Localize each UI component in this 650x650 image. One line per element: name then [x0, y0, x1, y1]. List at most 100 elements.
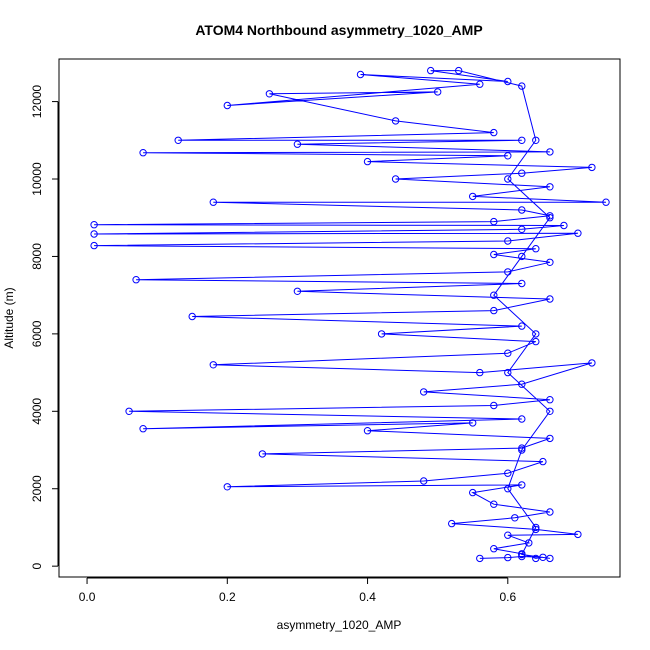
data-point — [546, 214, 554, 222]
data-point — [532, 523, 540, 532]
data-point — [518, 481, 526, 489]
data-point — [518, 252, 526, 261]
data-point — [518, 552, 526, 561]
data-point — [518, 136, 526, 145]
data-point — [469, 488, 477, 497]
data-point — [448, 519, 456, 528]
data-point — [504, 553, 512, 562]
data-point — [518, 444, 526, 452]
data-point — [532, 245, 540, 253]
data-point — [469, 192, 477, 201]
y-tick-label: 10000 — [30, 162, 44, 196]
data-point — [265, 90, 274, 98]
y-axis: 0 2000 4000 6000 8000 10000 12000 — [30, 85, 59, 570]
data-point — [539, 553, 547, 561]
data-point — [532, 525, 540, 534]
y-tick-label: 4000 — [30, 398, 44, 425]
y-axis-label: Altitude (m) — [2, 287, 16, 348]
data-point — [518, 415, 526, 423]
data-point — [546, 212, 554, 220]
data-point — [518, 550, 526, 559]
data-point — [539, 457, 547, 466]
data-point — [455, 66, 463, 75]
data-point — [574, 530, 582, 539]
data-point — [139, 425, 147, 433]
data-point — [546, 295, 554, 303]
data-point — [223, 483, 232, 491]
data-point — [391, 117, 400, 125]
data-point — [427, 66, 435, 75]
data-point — [518, 82, 526, 90]
y-tick-label: 6000 — [30, 320, 44, 347]
data-point — [511, 514, 519, 522]
data-point — [293, 140, 302, 148]
data-point — [469, 419, 477, 427]
data-point — [490, 306, 498, 315]
data-point — [546, 258, 554, 266]
x-tick-label: 0.2 — [219, 590, 236, 604]
y-tick-label: 8000 — [30, 243, 44, 270]
data-point — [504, 368, 512, 377]
data-point — [293, 287, 302, 295]
data-point — [588, 359, 596, 367]
data-point — [504, 237, 512, 245]
data-point — [223, 101, 232, 110]
data-point — [602, 198, 610, 206]
data-point — [518, 206, 526, 214]
data-point — [532, 554, 540, 563]
data-point — [532, 136, 540, 145]
x-axis: 0.0 0.2 0.4 0.6 — [79, 577, 516, 604]
data-point — [209, 361, 218, 369]
data-point — [518, 279, 526, 288]
data-point — [546, 407, 554, 415]
data-point — [391, 175, 400, 183]
data-point — [420, 477, 428, 485]
data-point — [504, 349, 512, 357]
y-tick-label: 12000 — [30, 85, 44, 119]
data-point — [377, 330, 386, 338]
data-point — [518, 169, 526, 177]
data-point — [490, 217, 498, 226]
data-point — [490, 250, 498, 259]
x-tick-label: 0.4 — [359, 590, 376, 604]
data-point — [574, 229, 582, 237]
data-point — [546, 396, 554, 404]
data-point — [532, 337, 540, 346]
data-point — [174, 136, 182, 145]
data-point — [490, 128, 498, 137]
data-point — [504, 175, 512, 183]
data-point — [525, 539, 533, 547]
data-point — [476, 554, 484, 563]
data-point — [132, 276, 140, 284]
data-point — [588, 163, 596, 172]
data-point — [90, 221, 98, 229]
data-point — [532, 330, 540, 338]
data-point — [518, 380, 526, 388]
data-point — [504, 152, 512, 160]
data-point — [188, 312, 196, 321]
data-point — [139, 149, 147, 157]
data-point — [490, 291, 498, 299]
data-point — [518, 322, 526, 330]
data-point — [546, 148, 554, 156]
data-point — [420, 388, 428, 396]
data-point — [504, 268, 512, 276]
data-point — [518, 225, 526, 234]
x-axis-label: asymmetry_1020_AMP — [277, 618, 402, 632]
data-point — [125, 407, 133, 415]
data-point — [504, 485, 512, 493]
data-point — [90, 230, 98, 238]
data-point — [546, 183, 554, 191]
data-point — [504, 77, 512, 86]
y-tick-label: 0 — [30, 563, 44, 570]
data-point — [490, 545, 498, 553]
data-point — [560, 221, 568, 230]
data-point — [258, 450, 267, 458]
x-tick-label: 0.6 — [499, 590, 516, 604]
series-line — [94, 70, 607, 559]
x-tick-label: 0.0 — [79, 590, 96, 604]
data-point — [546, 554, 554, 563]
data-point — [518, 446, 526, 454]
data-point — [546, 508, 554, 516]
data-point — [490, 401, 498, 410]
